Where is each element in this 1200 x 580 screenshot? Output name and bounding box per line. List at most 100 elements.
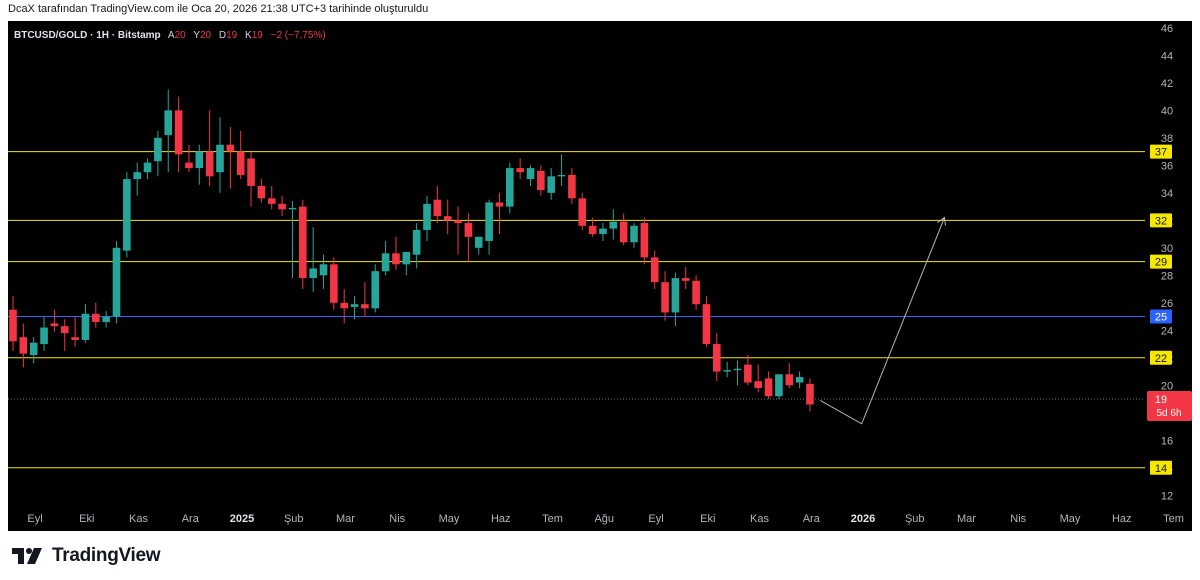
last-price-label: 19: [1155, 394, 1167, 406]
time-tick-label: Nis: [389, 513, 405, 525]
candle-body: [92, 313, 100, 323]
level-tag: [1150, 309, 1172, 324]
level-tag-label: 32: [1155, 215, 1167, 227]
level-tag-label: 29: [1155, 257, 1167, 269]
level-tag-label: 25: [1155, 312, 1167, 324]
candle-body: [609, 221, 618, 229]
time-tick-label: Eyl: [27, 513, 42, 525]
symbol-legend: BTCUSD/GOLD · 1H · Bitstamp A20 Y20 D19 …: [14, 30, 331, 41]
candle-body: [236, 151, 245, 175]
countdown-label: 5d 6h: [1156, 408, 1181, 419]
candle-body: [423, 203, 431, 230]
price-tick-label: 46: [1161, 23, 1173, 35]
candle-body: [361, 304, 369, 309]
high-value: Y20: [193, 30, 211, 41]
low-label: D: [218, 30, 227, 41]
candle-body: [433, 199, 442, 217]
candle-body: [174, 110, 183, 155]
candle-body: [588, 225, 597, 235]
candle-body: [744, 364, 752, 383]
price-tick-label: 30: [1161, 243, 1173, 255]
candle-body: [71, 337, 79, 340]
candle-body: [785, 374, 794, 386]
chart-canvas[interactable]: 1214161820222426283032343638404244463732…: [8, 21, 1192, 531]
candle-body: [661, 282, 669, 313]
tradingview-wordmark: TradingView: [52, 545, 161, 566]
candle-body: [381, 253, 390, 272]
candle-body: [257, 185, 266, 199]
candle-body: [713, 344, 721, 372]
candle-body: [723, 370, 731, 372]
time-tick-label: Tem: [1163, 513, 1184, 525]
candle-body: [267, 198, 276, 204]
candle-body: [50, 323, 59, 327]
projection-arrowhead: [937, 216, 946, 226]
candle-body: [526, 168, 535, 180]
open-label: A: [167, 30, 175, 41]
tradingview-logo: TradingView: [10, 543, 161, 569]
candle-body: [29, 342, 38, 356]
candle-body: [485, 202, 493, 241]
candle-body: [578, 198, 587, 226]
candle-body: [402, 251, 411, 265]
level-tag: [1150, 144, 1172, 159]
candle-body: [299, 206, 307, 279]
candle-body: [671, 278, 680, 313]
candle-body: [733, 368, 742, 371]
time-tick-label: Ağu: [594, 513, 614, 525]
tradingview-logo-icon: [12, 548, 42, 564]
candle-body: [185, 162, 193, 169]
candle-body: [226, 144, 235, 152]
candle-body: [340, 302, 348, 309]
candle-body: [164, 110, 173, 136]
candle-body: [195, 151, 204, 169]
time-tick-label: Haz: [1112, 513, 1132, 525]
candle-body: [681, 278, 690, 281]
candle-body: [330, 264, 338, 303]
time-tick-label: Ara: [182, 513, 200, 525]
candle-body: [702, 304, 711, 345]
time-tick-label: Tem: [542, 513, 563, 525]
price-tick-label: 38: [1161, 133, 1173, 145]
time-tick-label: Şub: [905, 513, 925, 525]
time-tick-label: Eki: [700, 513, 715, 525]
level-tag: [1150, 213, 1172, 228]
projection-line: [820, 217, 945, 425]
candle-body: [288, 207, 297, 210]
candle-body: [60, 326, 69, 334]
candle-body: [619, 221, 628, 243]
open-value: A20: [168, 30, 186, 41]
candle-body: [371, 271, 380, 309]
chart-panel[interactable]: 1214161820222426283032343638404244463732…: [8, 21, 1192, 531]
candle-body: [474, 236, 483, 248]
level-tag: [1150, 254, 1172, 269]
price-tick-label: 24: [1161, 325, 1173, 337]
candle-body: [247, 158, 255, 186]
level-tag-label: 14: [1155, 463, 1167, 475]
level-tag: [1150, 460, 1172, 475]
candle-body: [775, 374, 783, 397]
high-number: 20: [199, 30, 212, 41]
price-tick-label: 20: [1161, 380, 1173, 392]
time-tick-label: Şub: [284, 513, 304, 525]
low-value: D19: [219, 30, 237, 41]
candle-body: [40, 327, 48, 345]
candle-body: [443, 216, 452, 221]
time-tick-label: May: [439, 513, 460, 525]
candle-body: [19, 337, 28, 354]
candle-body: [568, 174, 576, 199]
price-tick-label: 36: [1161, 160, 1173, 172]
candle-body: [599, 228, 607, 235]
candle-body: [350, 304, 359, 307]
candle-body: [557, 174, 566, 177]
candle-body: [754, 381, 762, 389]
candle-body: [81, 313, 90, 340]
candle-body: [392, 253, 400, 265]
time-tick-label: Mar: [957, 513, 976, 525]
candle-body: [506, 168, 514, 207]
price-tick-label: 42: [1161, 78, 1173, 90]
price-tick-label: 44: [1161, 50, 1173, 62]
time-tick-label: 2026: [851, 513, 875, 525]
candle-body: [495, 202, 504, 207]
candle-body: [630, 225, 638, 243]
